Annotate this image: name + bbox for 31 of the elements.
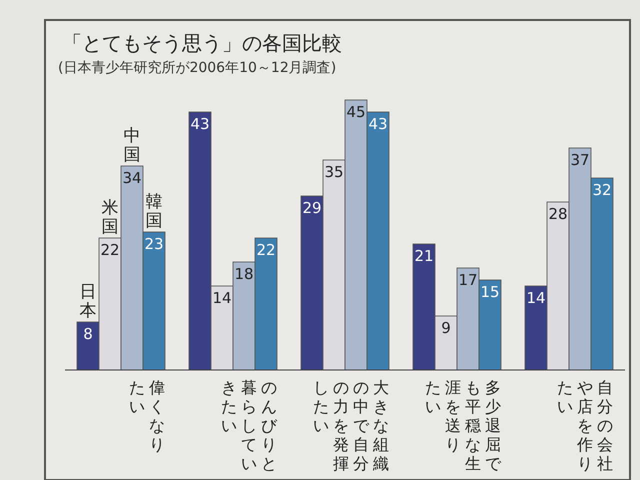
data-label: 28: [548, 205, 568, 223]
series-label: 日本: [80, 282, 96, 321]
category-label: 偉くなりたい: [129, 378, 165, 454]
data-label: 14: [526, 289, 546, 307]
category-label: のんびりと暮らしていきたい: [221, 378, 277, 473]
chart-subtitle: (日本青少年研究所が2006年10～12月調査): [58, 60, 336, 76]
data-label: 14: [212, 289, 232, 307]
data-label: 21: [414, 247, 434, 265]
data-label: 45: [346, 103, 366, 121]
category-label: 多少退屈でも平穏な生涯を送りたい: [425, 378, 501, 473]
data-label: 37: [570, 151, 590, 169]
data-label: 35: [324, 163, 344, 181]
data-label: 15: [480, 283, 500, 301]
data-label: 32: [592, 181, 612, 199]
data-label: 34: [122, 169, 142, 187]
series-label: 韓国: [146, 192, 162, 231]
data-label: 17: [458, 271, 478, 289]
data-label: 22: [100, 241, 120, 259]
data-label: 29: [302, 199, 322, 217]
chart-title: 「とてもそう思う」の各国比較: [62, 31, 342, 55]
series-label: 米国: [102, 198, 118, 237]
data-label: 23: [144, 235, 164, 253]
category-label: 大きな組織の中で自分の力を発揮したい: [313, 378, 389, 473]
category-label: 自分の会社や店を作りたい: [557, 378, 613, 473]
data-label: 8: [83, 325, 93, 343]
data-label: 9: [441, 319, 451, 337]
series-label: 中国: [124, 126, 140, 165]
data-label: 22: [256, 241, 276, 259]
data-label: 18: [234, 265, 254, 283]
data-label: 43: [368, 115, 388, 133]
data-label: 43: [190, 115, 210, 133]
